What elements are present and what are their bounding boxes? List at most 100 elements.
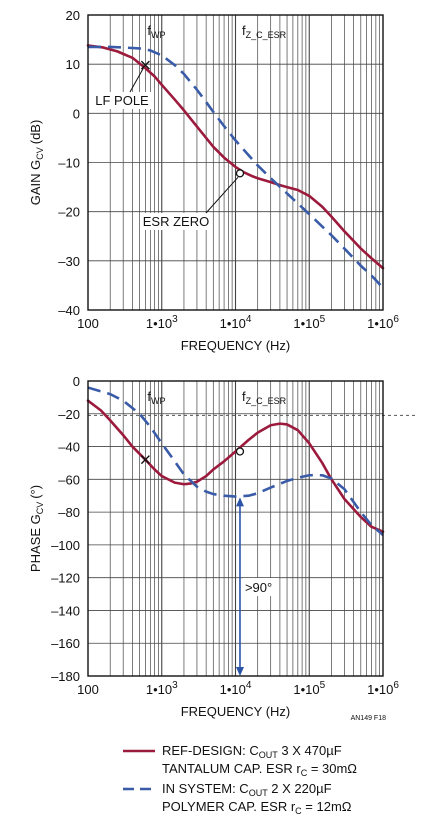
gain-fz-label: fZ_C_ESR xyxy=(242,23,287,40)
gain-series-line-in-system xyxy=(88,45,384,289)
phase-x-tick-label-base-0: 100 xyxy=(77,682,99,697)
phase-x-tick-label-exp-2: 4 xyxy=(246,680,252,691)
phase-y-axis-label: PHASE GCV (°) xyxy=(28,485,45,572)
legend-ref-design-line2-post: = 30mΩ xyxy=(307,761,357,776)
gain-y-tick-label-5: –30 xyxy=(58,254,80,269)
phase-x-tick-label-base-4: 1•10 xyxy=(367,682,393,697)
gain-fwp-label-sub: WP xyxy=(151,30,166,40)
phase-fwp-label-main: f xyxy=(147,389,151,404)
phase-y-axis-label-sub: CV xyxy=(35,502,45,515)
gain-x-tick-label-base-4: 1•10 xyxy=(367,316,393,331)
phase-x-tick-label-base-2: 1•10 xyxy=(220,682,246,697)
phase-circle-marker xyxy=(235,447,245,456)
phase-y-tick-label-9: –180 xyxy=(51,669,80,684)
phase-cross-stroke-b xyxy=(140,455,150,465)
gain-x-tick-label-1: 1•103 xyxy=(146,314,178,331)
gain-x-tick-label-base-3: 1•10 xyxy=(293,316,319,331)
gain-annotations: fWP fZ_C_ESR LF POLE ESR ZERO xyxy=(93,23,287,230)
phase-x-axis-label: FREQUENCY (Hz) xyxy=(181,704,291,719)
gain-y-tick-label-4: –20 xyxy=(58,205,80,220)
gain-x-tick-label-0: 100 xyxy=(77,316,99,331)
phase-x-tick-label-base-3: 1•10 xyxy=(293,682,319,697)
phase-margin-label-background xyxy=(242,578,279,596)
gain-x-tick-label-4: 1•106 xyxy=(367,314,399,331)
phase-y-tick-labels: 0 –20 –40 –60 –80 –100 –120 –140 –160 –180 xyxy=(51,374,80,684)
legend-ref-design-line1-post: 3 X 470µF xyxy=(278,743,342,758)
legend-ref-design-line1-sub: OUT xyxy=(259,750,279,760)
lf-pole-cross-marker xyxy=(140,60,150,70)
gain-y-tick-label-0: 20 xyxy=(66,8,80,23)
gain-plot-frame xyxy=(87,14,384,311)
phase-y-tick-label-3: –60 xyxy=(58,472,80,487)
phase-margin-arrowhead-top xyxy=(235,497,244,507)
phase-annotations: fWP fZ_C_ESR >90° xyxy=(140,389,287,676)
phase-grid xyxy=(88,381,383,676)
gain-x-tick-label-base-2: 1•10 xyxy=(220,316,246,331)
legend-in-system-line2-pre: POLYMER CAP. ESR r xyxy=(162,799,296,814)
gain-y-axis-label: GAIN GCV (dB) xyxy=(28,120,45,206)
phase-series-line-ref-design xyxy=(86,399,385,534)
esr-zero-label: ESR ZERO xyxy=(143,214,209,229)
lf-pole-label-background xyxy=(93,92,153,109)
esr-zero-label-background xyxy=(140,213,212,230)
gain-fz-label-main: f xyxy=(242,23,246,38)
gain-x-tick-label-exp-4: 6 xyxy=(393,314,399,325)
gain-x-tick-label-exp-3: 5 xyxy=(320,314,326,325)
legend-ref-design-line1: REF-DESIGN: COUT 3 X 470µF xyxy=(162,743,342,760)
phase-margin-arrowhead-bottom xyxy=(235,667,244,676)
gain-x-axis-label: FREQUENCY (Hz) xyxy=(181,338,291,353)
phase-y-tick-label-1: –20 xyxy=(58,407,80,422)
legend-in-system-line2-sub: C xyxy=(295,806,302,816)
phase-cross-marker xyxy=(140,455,150,465)
gain-y-axis-label-sub: CV xyxy=(35,147,45,160)
lf-pole-label: LF POLE xyxy=(95,93,149,108)
legend-ref-design-line2-pre: TANTALUM CAP. ESR r xyxy=(162,761,301,776)
phase-y-tick-label-2: –40 xyxy=(58,440,80,455)
legend-in-system-line1: IN SYSTEM: COUT 2 X 220µF xyxy=(162,781,332,798)
phase-fz-label: fZ_C_ESR xyxy=(242,389,287,406)
gain-fz-label-sub: Z_C_ESR xyxy=(246,30,287,40)
gain-fwp-label: fWP xyxy=(147,23,165,40)
gain-y-tick-labels: 20 10 0 –10 –20 –30 –40 xyxy=(58,8,80,318)
gain-grid xyxy=(88,15,383,310)
phase-margin-label: >90° xyxy=(245,580,272,595)
legend-ref-design-line2-sub: C xyxy=(301,768,308,778)
phase-y-axis-label-main: PHASE G xyxy=(28,514,43,572)
gain-y-axis-label-unit: (dB) xyxy=(28,120,43,145)
phase-x-tick-label-1: 1•103 xyxy=(146,680,178,697)
phase-x-tick-label-exp-4: 6 xyxy=(393,680,399,691)
phase-y-axis-label-unit: (°) xyxy=(28,485,43,499)
phase-y-tick-label-5: –100 xyxy=(51,538,80,553)
phase-y-tick-label-7: –140 xyxy=(51,603,80,618)
phase-x-tick-label-2: 1•104 xyxy=(220,680,252,697)
esr-zero-leader-line xyxy=(205,176,239,214)
phase-plot: 0 –20 –40 –60 –80 –100 –120 –140 –160 –180 100 1•1… xyxy=(28,374,416,719)
gain-y-tick-label-3: –10 xyxy=(58,156,80,171)
phase-y-tick-label-4: –80 xyxy=(58,505,80,520)
gain-x-tick-label-base-0: 100 xyxy=(77,316,99,331)
phase-series-line-in-system xyxy=(87,386,384,537)
phase-y-tick-label-8: –160 xyxy=(51,636,80,651)
phase-fz-label-main: f xyxy=(242,389,246,404)
gain-x-tick-label-exp-2: 4 xyxy=(246,314,252,325)
phase-plot-frame xyxy=(87,380,384,677)
legend-in-system-line1-pre: IN SYSTEM: C xyxy=(162,781,249,796)
phase-series xyxy=(86,386,385,537)
phase-x-tick-label-exp-3: 5 xyxy=(320,680,326,691)
phase-x-tick-label-0: 100 xyxy=(77,682,99,697)
phase-x-tick-labels: 100 1•103 1•104 1•105 1•106 xyxy=(77,680,399,697)
phase-x-tick-label-4: 1•106 xyxy=(367,680,399,697)
phase-x-tick-label-exp-1: 3 xyxy=(172,680,178,691)
esr-zero-circle-marker xyxy=(235,169,245,178)
lf-pole-leader-line xyxy=(129,67,144,93)
gain-y-axis-label-main: GAIN G xyxy=(28,160,43,206)
gain-y-tick-label-2: 0 xyxy=(73,106,80,121)
phase-y-tick-label-0: 0 xyxy=(73,374,80,389)
legend-in-system-line1-post: 2 X 220µF xyxy=(268,781,332,796)
gain-fwp-label-main: f xyxy=(147,23,151,38)
phase-x-tick-label-base-1: 1•10 xyxy=(146,682,172,697)
legend-in-system-line2-post: = 12mΩ xyxy=(302,799,352,814)
gain-x-tick-label-3: 1•105 xyxy=(293,314,325,331)
